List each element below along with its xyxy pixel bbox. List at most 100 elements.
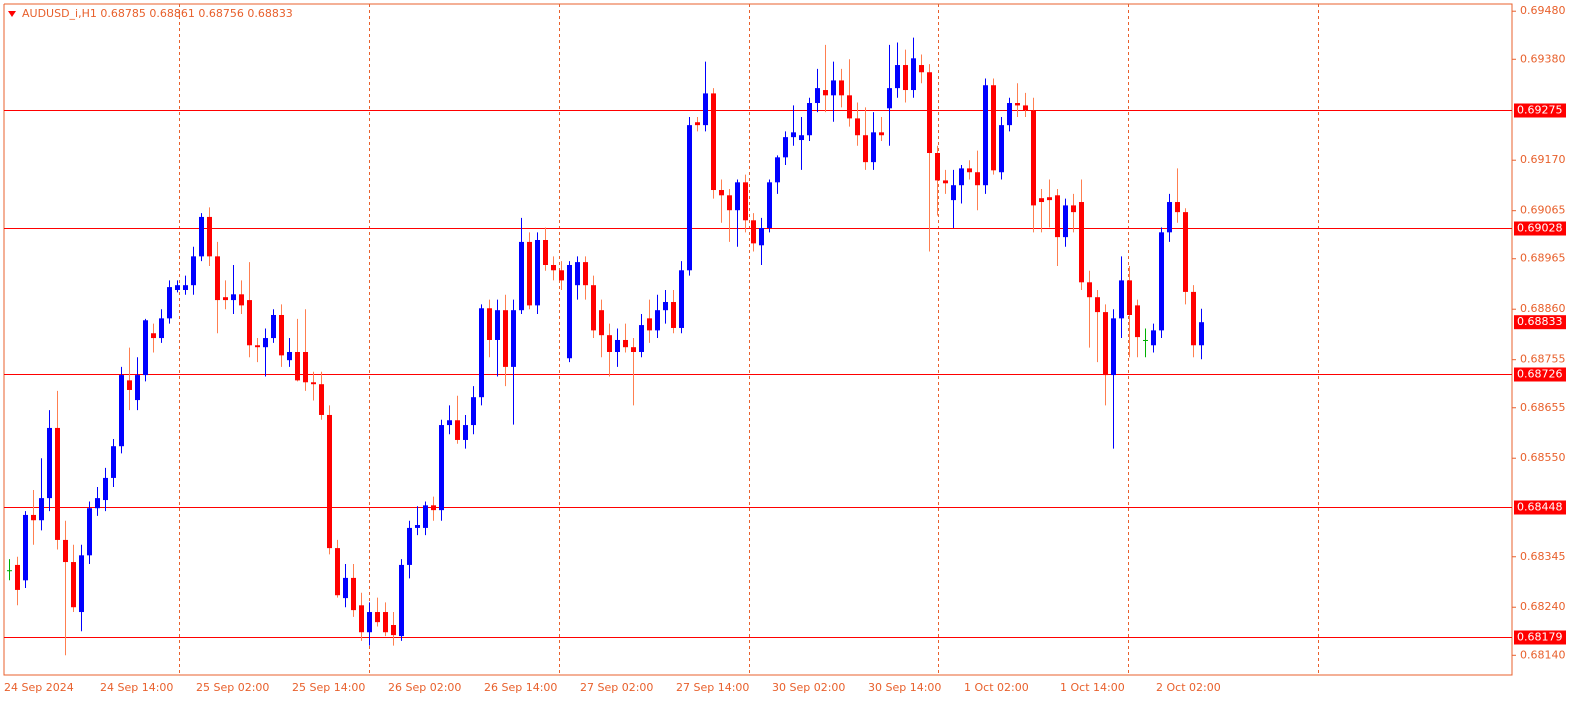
candle-body [135,375,140,401]
candle-body [799,135,804,141]
y-tick-label: 0.69380 [1520,52,1566,65]
y-tick-label: 0.68655 [1520,401,1566,414]
candle-body [743,182,748,221]
candle-body [1031,110,1036,206]
x-tick-label: 24 Sep 2024 [4,681,74,694]
candle-body [1159,232,1164,331]
x-tick-label: 2 Oct 02:00 [1156,681,1221,694]
candle-body [639,325,644,352]
candle-body [783,137,788,158]
candle-body [583,262,588,286]
x-tick-label: 26 Sep 02:00 [388,681,461,694]
y-tick-label: 0.68345 [1520,550,1566,563]
candle-body [1007,103,1012,126]
candle-body [695,122,700,126]
candle-body [503,310,508,367]
candle-body [287,351,292,361]
y-tick-label: 0.69480 [1520,4,1566,17]
candle-body [1095,297,1100,313]
candle-body [1199,322,1204,346]
candle-body [463,425,468,440]
candle-body [151,333,156,339]
candle-body [87,508,92,556]
candle-body [1079,202,1084,283]
level-label: 0.69275 [1517,104,1563,117]
candle-body [1023,105,1028,111]
candle-body [167,287,172,319]
candle-body [111,446,116,478]
candle-body [735,182,740,211]
candle-body [303,351,308,383]
candle-body [943,180,948,184]
x-tick-label: 27 Sep 02:00 [580,681,653,694]
level-label: 0.68726 [1517,368,1563,381]
x-tick-label: 25 Sep 02:00 [196,681,269,694]
candle-body [887,88,892,109]
candle-body [879,132,884,136]
candle-body [927,72,932,154]
y-tick-label: 0.68860 [1520,302,1566,315]
y-tick-label: 0.68240 [1520,600,1566,613]
candle-body [423,505,428,528]
candle-body [439,425,444,511]
candle-body [295,351,300,381]
level-box [1514,367,1566,382]
candle-body [263,338,268,348]
candle-body [607,335,612,352]
candle-body [1127,280,1132,315]
level-box [1514,103,1566,118]
candle-body [623,339,628,348]
candle-body [215,256,220,301]
candle-body [663,302,668,311]
candle-body [567,264,572,359]
candle-body [911,58,916,91]
candle-body [39,498,44,521]
candle-body [903,65,908,91]
candle-body [343,577,348,599]
candle-body [191,256,196,286]
candle-body [983,85,988,186]
level-box [1514,221,1566,236]
candle-body [679,270,684,328]
candle-body [127,380,132,390]
candle-body [271,314,276,339]
candle-body [95,498,100,509]
level-label: 0.68179 [1517,631,1563,644]
candle-body [807,103,812,136]
candle-body [1183,212,1188,292]
x-tick-label: 1 Oct 14:00 [1060,681,1125,694]
candle-body [351,577,356,611]
candle-body [823,90,828,96]
candle-body [207,216,212,257]
candle-body [1071,205,1076,213]
candle-body [495,310,500,340]
candle-body [79,555,84,613]
candle-body [991,85,996,171]
candle-body [759,227,764,246]
candle-body [359,605,364,633]
candle-body [143,320,148,376]
candle-body [1111,318,1116,376]
candle-body [455,420,460,440]
candle-body [935,153,940,181]
candle-body [7,570,12,572]
candle-body [815,88,820,104]
candle-body [1135,305,1140,338]
candle-body [895,65,900,89]
candle-body [631,347,636,352]
x-tick-label: 24 Sep 14:00 [100,681,173,694]
candle-body [15,564,20,590]
candle-body [551,264,556,271]
candle-body [727,195,732,211]
candle-body [1191,291,1196,346]
candle-body [951,185,956,201]
candle-body [711,93,716,191]
candle-body [479,308,484,398]
candle-body [279,314,284,356]
candle-body [967,168,972,173]
candle-body [1063,205,1068,238]
candle-body [527,241,532,306]
candle-body [407,527,412,565]
